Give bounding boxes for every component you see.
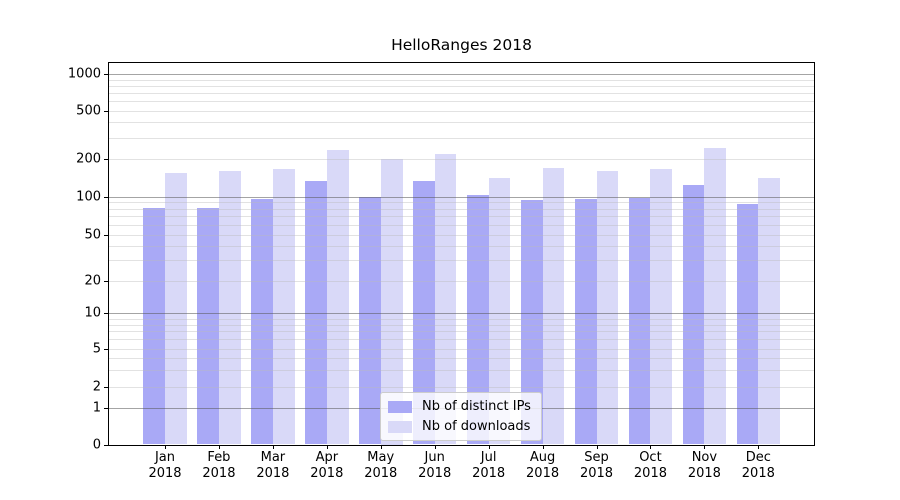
x-tick-jun <box>434 445 436 449</box>
bar-ips-mar <box>251 199 273 445</box>
y-tick-label-10: 10 <box>84 305 101 321</box>
bar-downloads-may <box>380 159 403 445</box>
y-tick-50 <box>104 234 108 236</box>
y-tick-1 <box>104 408 108 409</box>
x-tick-label-jun-2018: Jun 2018 <box>418 450 452 481</box>
legend-label-downloads: Nb of downloads <box>422 419 531 434</box>
x-tick-label-mar-2018: Mar 2018 <box>256 450 290 481</box>
bar-downloads-mar <box>272 168 295 445</box>
bars-layer <box>109 63 814 445</box>
bar-downloads-nov <box>704 148 727 445</box>
y-tick-label-2: 2 <box>92 379 101 395</box>
bar-downloads-aug <box>542 168 565 445</box>
y-tick-label-0: 0 <box>92 437 101 452</box>
x-tick-label-sep-2018: Sep 2018 <box>579 450 614 481</box>
y-tick-0 <box>104 444 108 446</box>
x-tick-apr <box>326 445 328 449</box>
y-tick-label-200: 200 <box>76 151 101 167</box>
bar-downloads-oct <box>650 169 673 445</box>
x-tick-may <box>380 445 382 449</box>
x-tick-feb <box>218 445 220 449</box>
y-tick-500 <box>104 110 108 112</box>
y-tick-label-50: 50 <box>84 227 101 242</box>
plot-area: Nb of distinct IPs Nb of downloads <box>108 62 815 446</box>
x-tick-nov <box>704 445 706 449</box>
x-tick-dec <box>758 445 760 449</box>
y-tick-label-5: 5 <box>92 341 101 356</box>
y-tick-label-20: 20 <box>84 273 101 289</box>
legend-swatch-downloads <box>388 420 412 433</box>
bar-downloads-sep <box>596 171 619 445</box>
x-tick-label-jan-2018: Jan 2018 <box>148 450 182 481</box>
bar-ips-nov <box>682 185 705 445</box>
bar-ips-jan <box>143 207 165 445</box>
y-tick-20 <box>104 281 108 282</box>
y-tick-200 <box>104 159 108 160</box>
legend: Nb of distinct IPs Nb of downloads <box>380 392 542 441</box>
y-tick-10 <box>104 313 108 315</box>
bar-downloads-jun <box>434 154 457 445</box>
bar-ips-dec <box>736 203 759 445</box>
bar-ips-apr <box>305 181 327 445</box>
y-tick-label-1000: 1000 <box>67 66 101 82</box>
y-tick-label-500: 500 <box>76 103 101 119</box>
y-tick-label-100: 100 <box>76 189 101 205</box>
chart-title: HelloRanges 2018 <box>391 36 532 54</box>
legend-swatch-ips <box>388 400 412 413</box>
legend-item-nb-of-distinct-ips: Nb of distinct IPs <box>388 399 531 414</box>
y-tick-label-1: 1 <box>92 400 101 416</box>
y-tick-2 <box>104 386 108 388</box>
legend-item-nb-of-downloads: Nb of downloads <box>388 419 531 434</box>
x-tick-jan <box>165 445 166 449</box>
bar-ips-oct <box>628 198 651 445</box>
x-tick-jul <box>488 445 490 449</box>
bar-downloads-jan <box>165 173 187 445</box>
bar-downloads-dec <box>758 177 781 445</box>
y-tick-5 <box>104 348 108 350</box>
x-tick-oct <box>650 445 652 449</box>
x-tick-label-feb-2018: Feb 2018 <box>202 450 236 481</box>
x-tick-label-may-2018: May 2018 <box>364 450 398 481</box>
bar-downloads-feb <box>218 170 241 445</box>
bar-ips-feb <box>197 208 219 445</box>
x-tick-label-apr-2018: Apr 2018 <box>310 450 344 481</box>
x-tick-aug <box>542 445 544 449</box>
x-tick-label-jul-2018: Jul 2018 <box>472 450 506 481</box>
y-tick-1000 <box>104 74 108 76</box>
bar-ips-jul <box>466 194 489 445</box>
x-tick-mar <box>272 445 274 449</box>
legend-label-ips: Nb of distinct IPs <box>422 399 531 414</box>
bar-ips-aug <box>520 200 543 445</box>
x-tick-label-aug-2018: Aug 2018 <box>526 450 560 481</box>
bar-ips-sep <box>574 198 597 445</box>
bar-ips-jun <box>412 180 435 445</box>
x-tick-label-oct-2018: Oct 2018 <box>633 450 667 481</box>
x-tick-label-dec-2018: Dec 2018 <box>741 450 775 481</box>
y-tick-100 <box>104 196 108 198</box>
bar-downloads-jul <box>488 178 511 445</box>
x-tick-label-nov-2018: Nov 2018 <box>687 450 721 481</box>
bar-ips-may <box>358 197 381 445</box>
x-tick-sep <box>596 445 598 449</box>
bar-downloads-apr <box>326 150 349 445</box>
